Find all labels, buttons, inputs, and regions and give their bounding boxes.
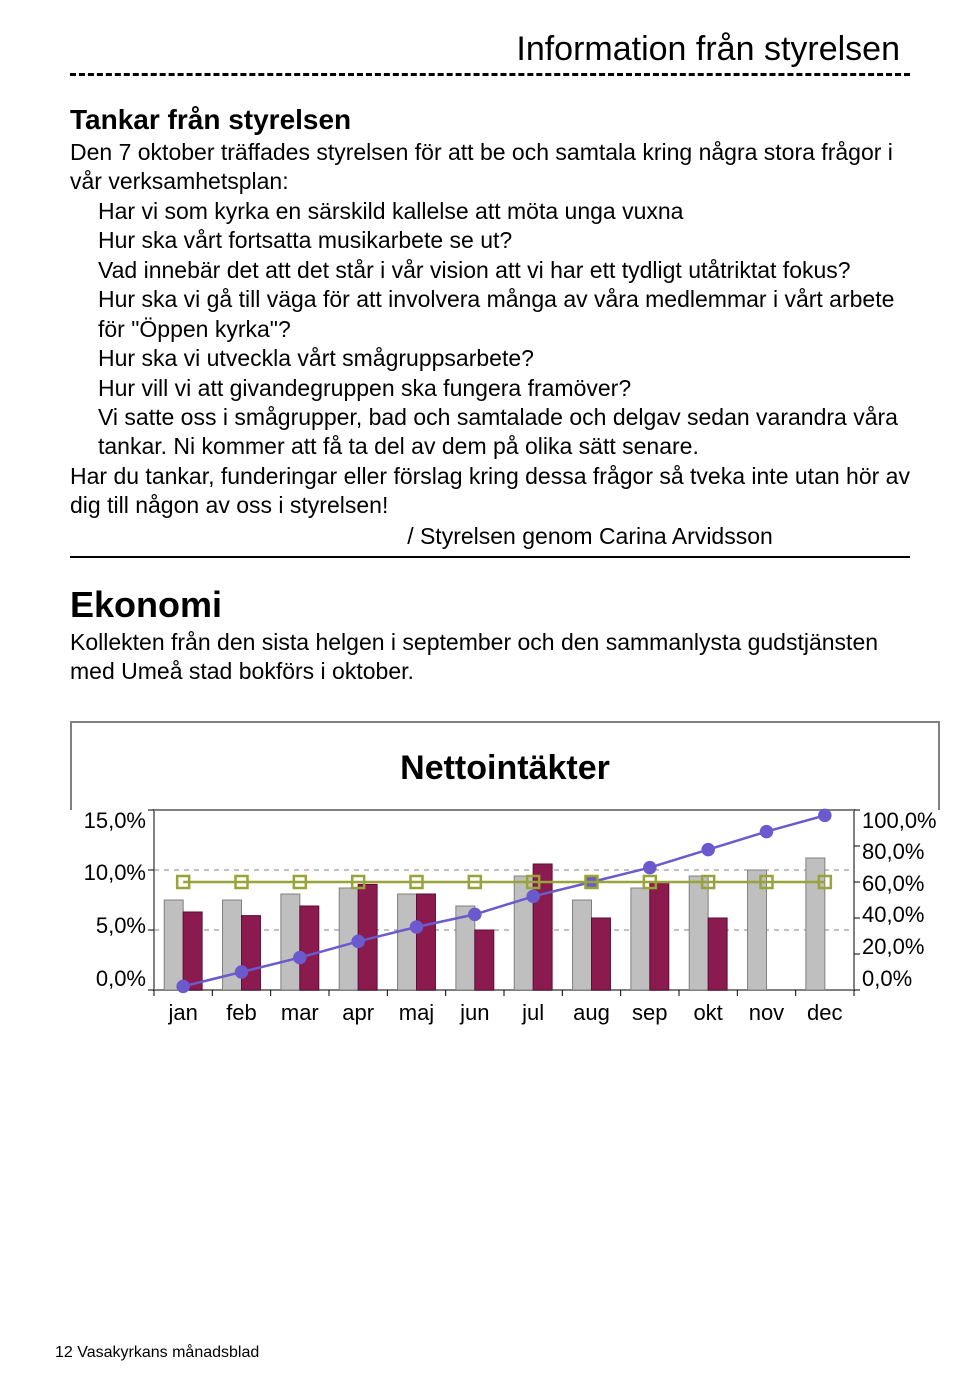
x-tick-label: dec [796, 1000, 854, 1026]
y-left-tick: 10,0% [84, 862, 146, 884]
section1-signoff: / Styrelsen genom Carina Arvidsson [70, 523, 910, 550]
solid-divider [70, 556, 910, 558]
section1-intro: Den 7 oktober träffades styrelsen för at… [70, 138, 910, 197]
y-axis-right: 100,0% 80,0% 60,0% 40,0% 20,0% 0,0% [854, 810, 940, 990]
x-tick-label: maj [387, 1000, 445, 1026]
y-axis-left: 15,0% 10,0% 5,0% 0,0% [70, 810, 154, 990]
chart-title-box: Nettointäkter [70, 721, 940, 810]
chart-title: Nettointäkter [400, 749, 610, 787]
section1-q3: Vad innebär det att det står i vår visio… [70, 256, 910, 285]
x-tick-label: feb [212, 1000, 270, 1026]
section1-q5: Hur ska vi utveckla vårt smågruppsarbete… [70, 344, 910, 373]
section1-q7: Vi satte oss i smågrupper, bad och samta… [70, 403, 910, 462]
x-axis: janfebmaraprmajjunjulaugsepoktnovdec [154, 1000, 854, 1026]
section1-heading: Tankar från styrelsen [70, 104, 910, 136]
y-left-tick: 0,0% [96, 968, 146, 990]
x-tick-label: nov [737, 1000, 795, 1026]
y-left-tick: 15,0% [84, 810, 146, 832]
plot-area [154, 810, 854, 990]
chart-svg [154, 810, 854, 990]
x-tick-label: apr [329, 1000, 387, 1026]
x-tick-label: jul [504, 1000, 562, 1026]
dashed-divider [70, 73, 910, 76]
section1-q1: Har vi som kyrka en särskild kallelse at… [70, 197, 910, 226]
section1-closing: Har du tankar, funderingar eller förslag… [70, 462, 910, 521]
section1-q6: Hur vill vi att givandegruppen ska funge… [70, 374, 910, 403]
page-title: Information från styrelsen [70, 30, 910, 69]
x-tick-label: jun [446, 1000, 504, 1026]
section1-q4: Hur ska vi gå till väga för att involver… [70, 285, 910, 344]
x-tick-label: okt [679, 1000, 737, 1026]
x-tick-label: aug [562, 1000, 620, 1026]
y-right-tick: 0,0% [862, 968, 912, 990]
x-tick-label: jan [154, 1000, 212, 1026]
section1-q2: Hur ska vårt fortsatta musikarbete se ut… [70, 226, 910, 255]
chart: Nettointäkter 15,0% 10,0% 5,0% 0,0% 100,0% 8… [70, 721, 940, 1026]
section2-body: Kollekten från den sista helgen i septem… [70, 628, 910, 687]
y-left-tick: 5,0% [96, 915, 146, 937]
x-tick-label: sep [621, 1000, 679, 1026]
y-right-tick: 20,0% [862, 936, 924, 958]
section2-heading: Ekonomi [70, 584, 910, 626]
y-right-tick: 100,0% [862, 810, 937, 832]
y-right-tick: 80,0% [862, 841, 924, 863]
y-right-tick: 40,0% [862, 904, 924, 926]
page-footer: 12 Vasakyrkans månadsblad [55, 1344, 259, 1362]
x-tick-label: mar [271, 1000, 329, 1026]
y-right-tick: 60,0% [862, 873, 924, 895]
